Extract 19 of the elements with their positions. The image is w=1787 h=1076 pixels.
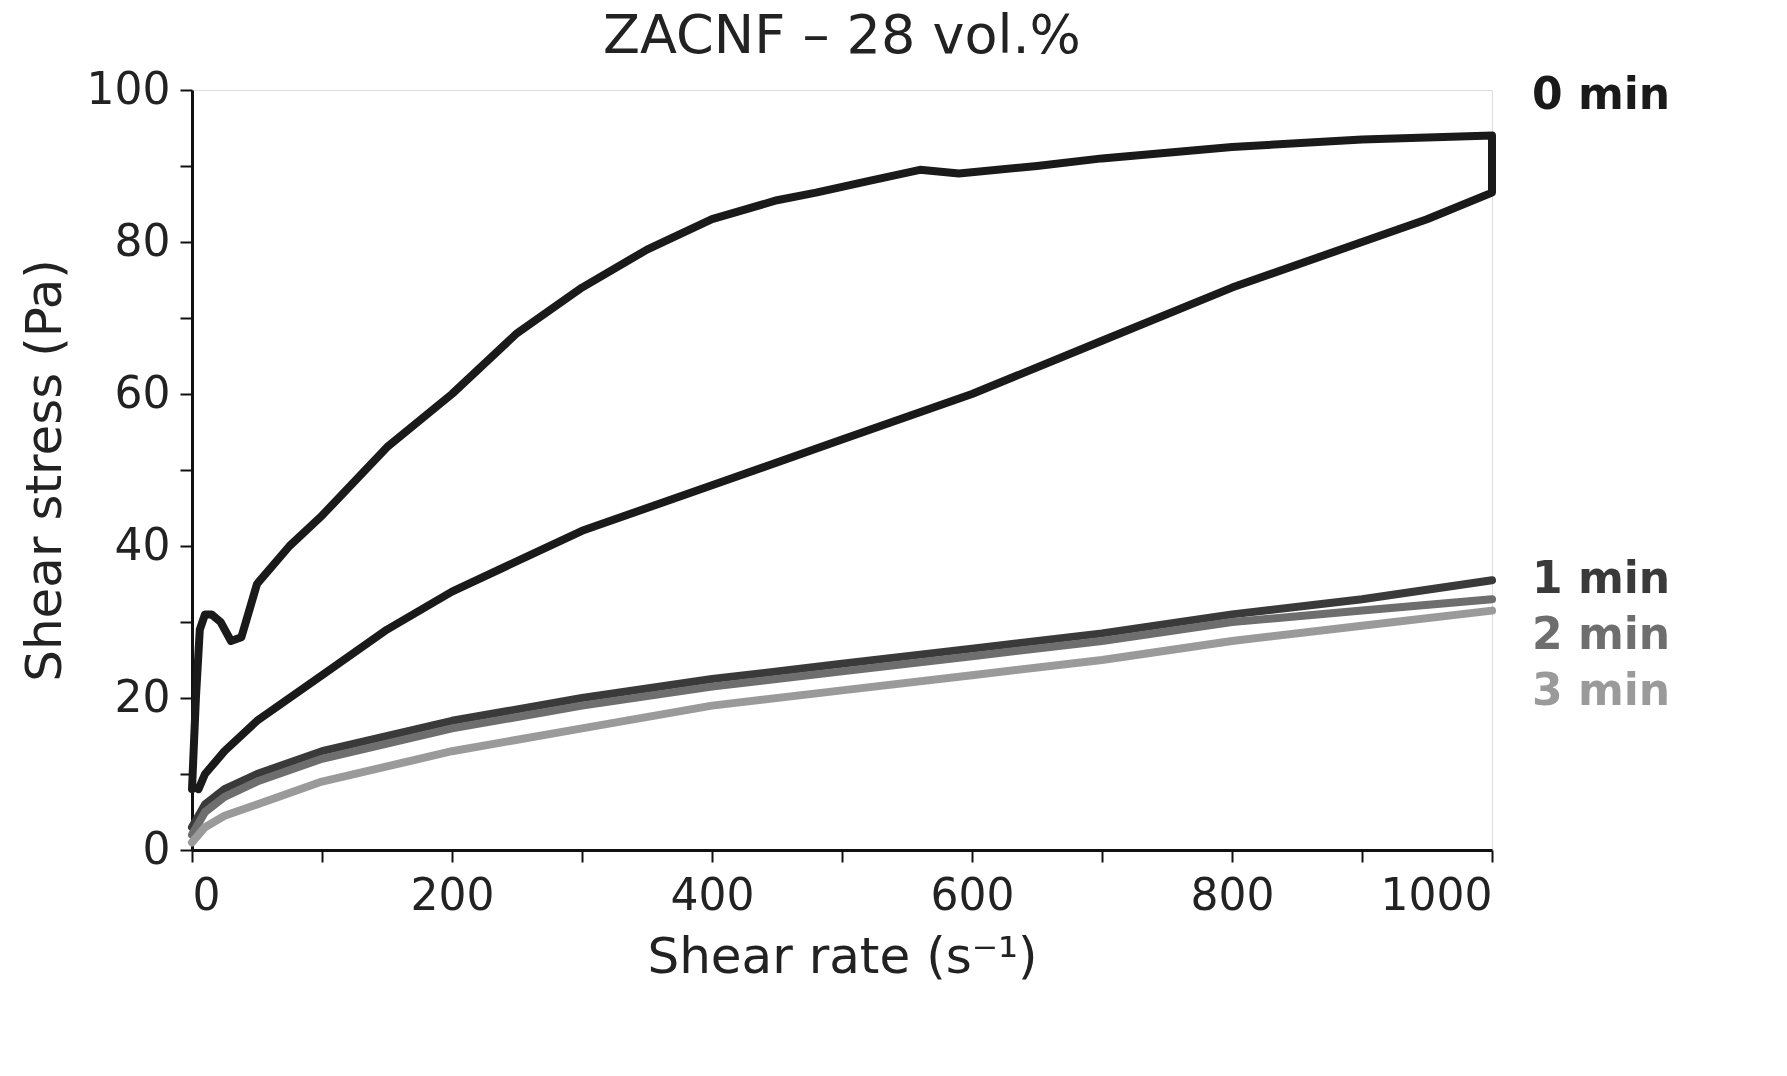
x-tick-label: 1000 xyxy=(1380,868,1493,920)
series-label: 3 min xyxy=(1532,664,1671,716)
x-tick-label: 200 xyxy=(410,868,495,920)
x-tick-label: 0 xyxy=(192,868,221,920)
y-tick-label: 20 xyxy=(114,670,171,722)
series-label: 1 min xyxy=(1532,552,1671,604)
y-tick-label: 0 xyxy=(142,822,171,874)
x-tick-label: 600 xyxy=(930,868,1015,920)
x-tick-label: 800 xyxy=(1190,868,1275,920)
y-tick-label: 40 xyxy=(114,518,171,570)
x-axis-title: Shear rate (s⁻¹) xyxy=(647,926,1038,985)
chart-title: ZACNF – 28 vol.% xyxy=(603,3,1081,66)
y-axis-title: Shear stress (Pa) xyxy=(14,259,73,682)
y-tick-label: 100 xyxy=(86,62,171,114)
y-tick-label: 60 xyxy=(114,366,171,418)
x-tick-label: 400 xyxy=(670,868,755,920)
series-label: 2 min xyxy=(1532,608,1671,660)
series-label: 0 min xyxy=(1532,67,1671,119)
y-tick-label: 80 xyxy=(114,214,171,266)
